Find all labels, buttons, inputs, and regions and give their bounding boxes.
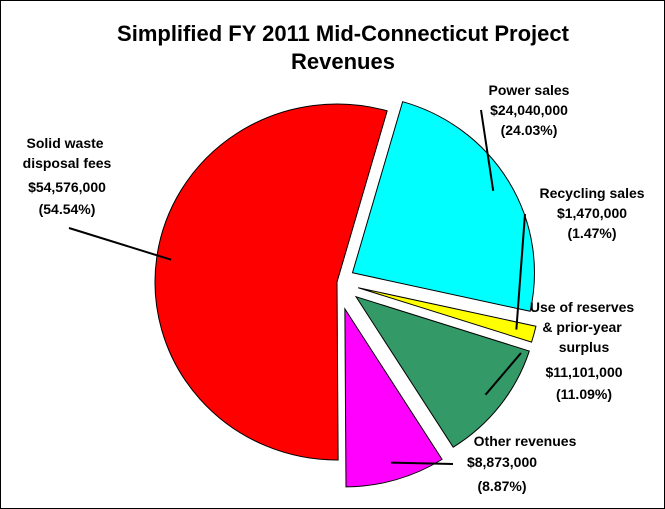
label-reserves-name: Use of reserves & prior-year surplus xyxy=(530,299,638,355)
label-power-sales-value: $24,040,000 xyxy=(490,102,568,118)
label-solid-waste-name: Solid waste disposal fees xyxy=(23,135,112,171)
leader-line-use-of-reserves xyxy=(484,352,522,396)
label-other-revenues-percent: (8.87%) xyxy=(477,478,526,494)
chart-title-line-2: Revenues xyxy=(291,49,395,74)
label-reserves-value: $11,101,000 xyxy=(545,364,622,380)
slice-other-revenues xyxy=(344,307,443,488)
leader-lines xyxy=(68,109,526,465)
leader-line-solid-waste-disposal-fees xyxy=(68,227,172,261)
slice-use-of-reserves xyxy=(354,295,530,448)
label-solid-waste-value: $54,576,000 xyxy=(28,179,106,195)
label-recycling-sales-percent: (1.47%) xyxy=(567,225,616,241)
label-other-revenues-name: Other revenues xyxy=(474,433,577,449)
label-recycling-sales-name: Recycling sales xyxy=(539,185,644,201)
chart-title-line-1: Simplified FY 2011 Mid-Connecticut Proje… xyxy=(117,21,570,46)
label-power-sales-percent: (24.03%) xyxy=(501,122,558,138)
label-power-sales-name: Power sales xyxy=(489,82,570,98)
label-other-revenues-value: $8,873,000 xyxy=(467,454,537,470)
label-recycling-sales-value: $1,470,000 xyxy=(557,205,627,221)
leader-line-recycling-sales xyxy=(515,213,526,330)
leader-line-power-sales xyxy=(480,109,495,192)
pie-slices xyxy=(154,101,537,488)
slice-power-sales xyxy=(351,101,535,312)
label-reserves-percent: (11.09%) xyxy=(556,386,612,402)
leader-line-other-revenues xyxy=(390,461,454,465)
slice-solid-waste-disposal-fees xyxy=(154,103,388,461)
slice-recycling-sales xyxy=(358,287,537,343)
label-solid-waste-percent: (54.54%) xyxy=(39,201,96,217)
